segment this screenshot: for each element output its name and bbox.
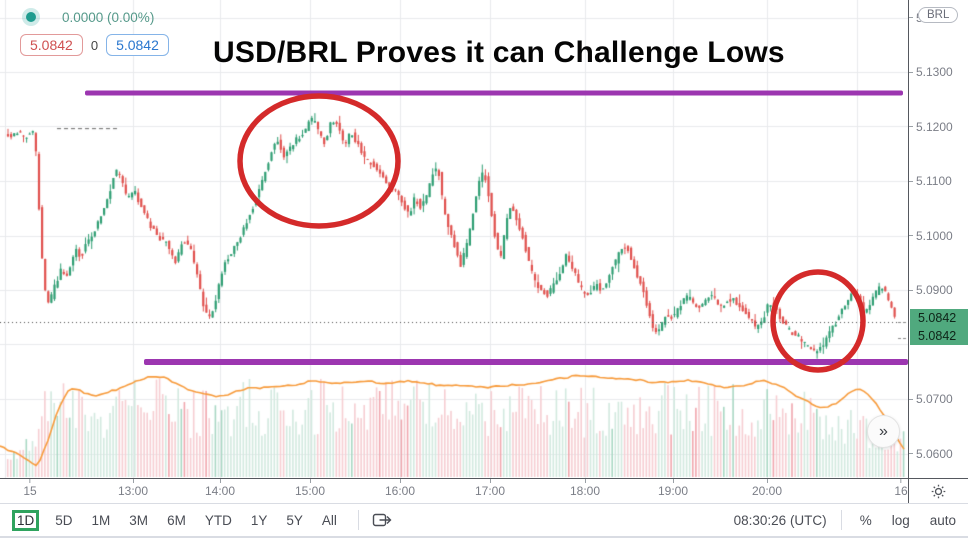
change-label: 0.0000 (0.00%): [62, 9, 155, 25]
time-tick-1700: 17:00: [475, 479, 505, 498]
ask-price-box[interactable]: 5.0842: [106, 34, 169, 56]
time-tick-16: 16: [894, 479, 908, 498]
prev-close-badge: 5.0842: [910, 327, 968, 345]
bid-price-box[interactable]: 5.0842: [20, 34, 83, 56]
bottom-toolbar: 1D 5D 1M 3M 6M YTD 1Y 5Y All 08:30:26 (UTC) % lo…: [0, 503, 968, 538]
range-button-1y[interactable]: 1Y: [250, 512, 268, 528]
price-tick: 5.1100: [909, 174, 952, 188]
auto-scale-button[interactable]: auto: [929, 512, 956, 528]
range-button-3m[interactable]: 3M: [129, 512, 149, 528]
go-to-date-icon[interactable]: [371, 509, 393, 531]
percent-scale-button[interactable]: %: [859, 512, 872, 528]
range-button-1d[interactable]: 1D: [12, 509, 40, 531]
chart-pane[interactable]: USD/BRL Proves it can Challenge Lows 0.0…: [0, 0, 908, 478]
price-tick: 5.1200: [909, 120, 953, 134]
chart-title: USD/BRL Proves it can Challenge Lows: [213, 36, 785, 69]
range-button-1m[interactable]: 1M: [91, 512, 111, 528]
candlestick-volume-canvas[interactable]: [0, 0, 908, 478]
gear-icon[interactable]: [930, 483, 947, 500]
time-tick-2000: 20:00: [752, 479, 782, 498]
time-axis[interactable]: 15 13:00 14:00 15:00 16:00 17:00 18:00 19:00 20:…: [0, 478, 908, 503]
time-tick-1800: 18:00: [570, 479, 600, 498]
price-axis[interactable]: 55.13005.12005.11005.10005.09005.07005.0…: [908, 0, 968, 478]
double-chevron-right-icon: »: [879, 422, 888, 440]
range-button-ytd[interactable]: YTD: [204, 512, 232, 528]
currency-toggle-pill[interactable]: BRL: [918, 7, 959, 23]
last-price-badge: 5.0842: [910, 309, 968, 327]
spread-value: 0: [90, 37, 99, 53]
range-button-5d[interactable]: 5D: [55, 512, 73, 528]
time-tick-15: 15: [23, 479, 37, 498]
toolbar-divider: [840, 510, 842, 530]
range-selector: 1D 5D 1M 3M 6M YTD 1Y 5Y All: [12, 509, 356, 531]
clock-display[interactable]: 08:30:26 (UTC): [733, 512, 827, 528]
toolbar-divider: [357, 510, 359, 530]
price-tick: 5.0600: [909, 447, 953, 461]
range-button-5y[interactable]: 5Y: [286, 512, 303, 528]
axis-settings-cell[interactable]: [908, 478, 968, 503]
time-tick-1500: 15:00: [295, 479, 325, 498]
log-scale-button[interactable]: log: [891, 512, 910, 528]
range-button-6m[interactable]: 6M: [167, 512, 186, 528]
scroll-to-recent-button[interactable]: »: [867, 415, 900, 448]
time-tick-1400: 14:00: [205, 479, 235, 498]
time-tick-1600: 16:00: [385, 479, 415, 498]
price-tick: 5.1000: [909, 229, 953, 243]
time-tick-1300: 13:00: [118, 479, 148, 498]
instrument-legend: 0.0000 (0.00%) 5.0842 0 5.0842: [20, 8, 169, 56]
price-tick: 5.0700: [909, 392, 953, 406]
price-tick: 5.0900: [909, 283, 953, 297]
instrument-dot-icon: [26, 12, 36, 22]
range-button-all[interactable]: All: [321, 512, 337, 528]
price-tick: 5.1300: [909, 65, 953, 79]
time-tick-1900: 19:00: [658, 479, 688, 498]
